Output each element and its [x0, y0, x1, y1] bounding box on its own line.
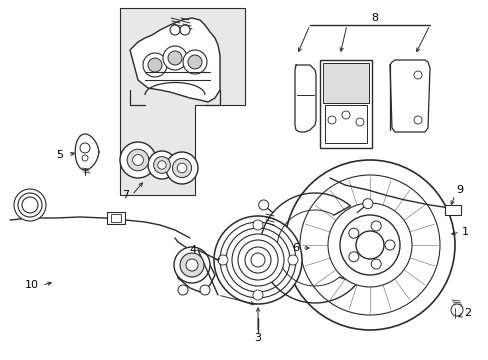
Circle shape — [225, 228, 289, 292]
Circle shape — [341, 111, 349, 119]
Circle shape — [132, 154, 143, 165]
Circle shape — [165, 152, 198, 184]
Circle shape — [413, 116, 421, 124]
Circle shape — [185, 259, 198, 271]
Circle shape — [170, 25, 180, 35]
Circle shape — [370, 221, 381, 231]
Text: 5: 5 — [57, 150, 63, 160]
Circle shape — [355, 118, 363, 126]
Text: 1: 1 — [461, 227, 468, 237]
Circle shape — [172, 158, 191, 177]
Circle shape — [252, 220, 263, 230]
Circle shape — [327, 203, 411, 287]
Circle shape — [187, 55, 202, 69]
Bar — [325, 105, 366, 143]
Circle shape — [370, 259, 381, 269]
Text: 10: 10 — [25, 280, 39, 290]
Circle shape — [252, 290, 263, 300]
Circle shape — [200, 285, 209, 295]
Bar — [319, 60, 371, 148]
Circle shape — [142, 53, 167, 77]
Circle shape — [220, 222, 295, 298]
Circle shape — [18, 193, 42, 217]
Circle shape — [178, 285, 187, 295]
Circle shape — [163, 46, 186, 70]
Circle shape — [287, 255, 297, 265]
Polygon shape — [130, 18, 220, 102]
Circle shape — [244, 247, 270, 273]
Circle shape — [120, 142, 156, 178]
Circle shape — [158, 161, 166, 169]
Circle shape — [177, 163, 186, 173]
Circle shape — [183, 50, 206, 74]
Text: 9: 9 — [455, 185, 463, 195]
Circle shape — [285, 160, 454, 330]
Circle shape — [218, 255, 227, 265]
Circle shape — [14, 189, 46, 221]
Circle shape — [168, 51, 182, 65]
Circle shape — [80, 143, 90, 153]
Text: 6: 6 — [292, 243, 299, 253]
Text: 3: 3 — [254, 333, 261, 343]
Circle shape — [348, 252, 358, 262]
Circle shape — [148, 151, 176, 179]
Bar — [107, 212, 125, 224]
Circle shape — [214, 216, 302, 304]
Bar — [323, 63, 368, 103]
Circle shape — [299, 175, 439, 315]
Circle shape — [153, 157, 170, 174]
Text: 8: 8 — [371, 13, 378, 23]
Circle shape — [231, 234, 284, 286]
Circle shape — [250, 253, 264, 267]
Circle shape — [180, 25, 190, 35]
Bar — [444, 205, 460, 215]
Circle shape — [180, 253, 203, 277]
Circle shape — [339, 215, 399, 275]
Text: 4: 4 — [189, 245, 196, 255]
Circle shape — [22, 197, 38, 213]
Circle shape — [327, 116, 335, 124]
Circle shape — [362, 199, 372, 209]
Circle shape — [174, 247, 209, 283]
Circle shape — [258, 200, 268, 210]
Circle shape — [238, 240, 278, 280]
Text: 7: 7 — [122, 190, 129, 200]
Circle shape — [348, 228, 358, 238]
Polygon shape — [120, 8, 244, 195]
Bar — [111, 214, 121, 222]
Circle shape — [127, 149, 148, 171]
Circle shape — [355, 231, 383, 259]
Circle shape — [450, 304, 462, 316]
Circle shape — [148, 58, 162, 72]
Circle shape — [384, 240, 394, 250]
Circle shape — [413, 71, 421, 79]
Circle shape — [82, 155, 88, 161]
Text: 2: 2 — [464, 308, 470, 318]
